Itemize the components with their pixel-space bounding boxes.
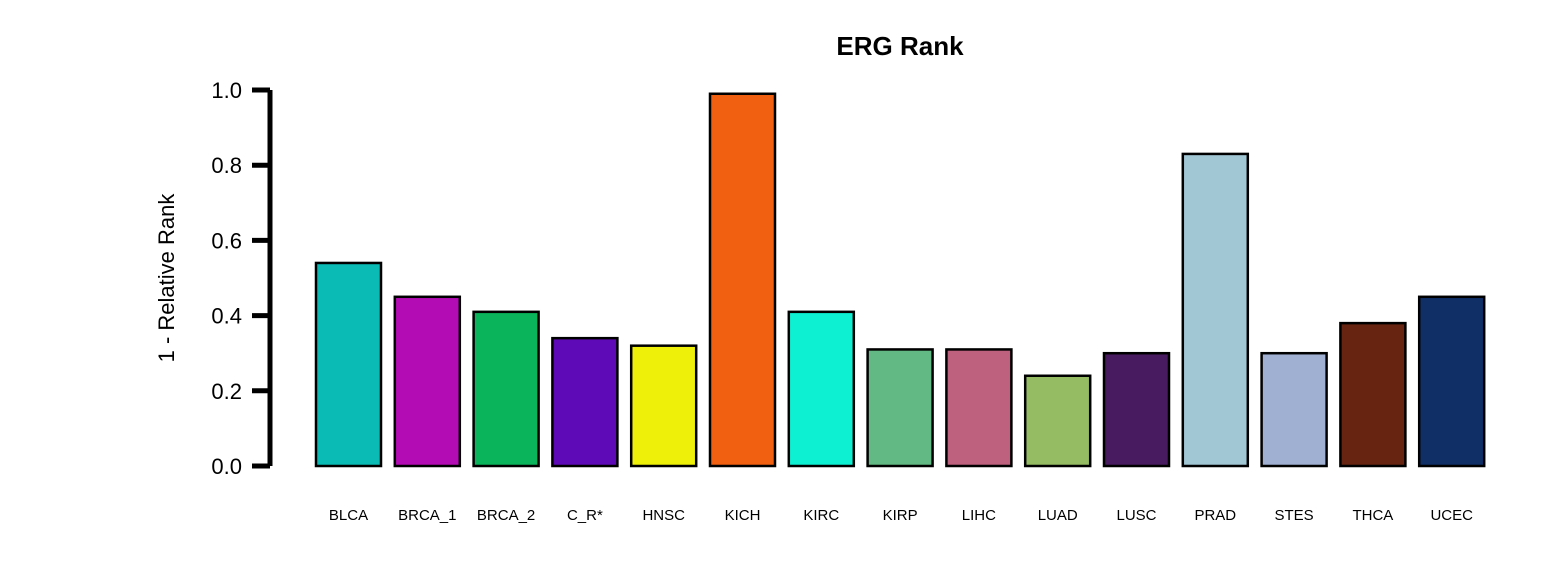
x-tick-label: PRAD [1194,507,1236,524]
bar-lusc [1102,351,1171,468]
y-tick-label: 0.8 [211,153,242,178]
x-axis-tick-labels: BLCA BRCA_1 BRCA_2 C_R* HNSC KICH KIRC KIRP LIHC… [329,507,1473,524]
bar-brca-2 [472,310,540,468]
bar-lihc [945,348,1013,468]
bar-blca [314,261,383,468]
bar-brca-1 [393,295,462,468]
x-tick-label: KIRP [883,507,918,524]
bar-thca [1339,321,1407,468]
x-tick-label: LIHC [962,507,996,524]
y-tick-label: 0.4 [211,304,242,329]
bar-luad [1023,374,1092,468]
y-axis-ticks: 0.0 0.2 0.4 0.6 0.8 1.0 [211,78,270,479]
x-tick-label: BRCA_2 [477,507,535,524]
x-tick-label: UCEC [1430,507,1473,524]
chart-title: ERG Rank [836,31,964,61]
bar-kirp [866,348,934,468]
bar-stes [1260,351,1328,468]
bar-hnsc [629,344,698,468]
x-tick-label: LUAD [1038,507,1078,524]
x-tick-label: HNSC [642,507,685,524]
bar-prad [1181,152,1250,468]
bar-kich [708,92,777,468]
x-tick-label: KIRC [803,507,839,524]
x-tick-label: BLCA [329,507,368,524]
x-tick-label: LUSC [1116,507,1156,524]
x-tick-label: KICH [725,507,761,524]
y-tick-label: 1.0 [211,78,242,103]
y-tick-label: 0.2 [211,379,242,404]
bar-ucec [1417,295,1486,468]
bar-c-r [551,336,619,468]
x-tick-label: BRCA_1 [398,507,456,524]
bars [314,92,1486,468]
y-tick-label: 0.6 [211,228,242,253]
x-tick-label: STES [1275,507,1314,524]
y-axis-label: 1 - Relative Rank [154,193,179,363]
x-tick-label: C_R* [567,507,603,524]
bar-kirc [787,310,856,468]
y-tick-label: 0.0 [211,454,242,479]
x-tick-label: THCA [1352,507,1393,524]
